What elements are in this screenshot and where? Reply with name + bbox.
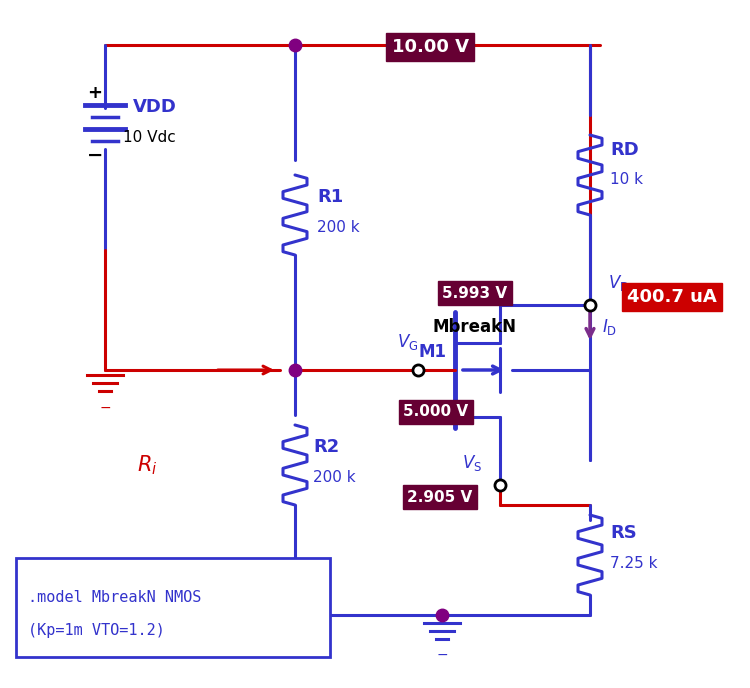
Text: +: + bbox=[88, 84, 103, 102]
Text: 400.7 uA: 400.7 uA bbox=[627, 288, 717, 306]
Text: 200 k: 200 k bbox=[313, 469, 356, 484]
Text: −: − bbox=[436, 648, 448, 662]
Text: 10 Vdc: 10 Vdc bbox=[123, 129, 176, 144]
Text: RD: RD bbox=[610, 141, 639, 159]
Text: 10.00 V: 10.00 V bbox=[392, 38, 469, 56]
Text: $V_{\rm S}$: $V_{\rm S}$ bbox=[462, 453, 482, 473]
Text: (Kp=1m VTO=1.2): (Kp=1m VTO=1.2) bbox=[28, 623, 165, 638]
Text: .model MbreakN NMOS: .model MbreakN NMOS bbox=[28, 590, 201, 605]
Text: R2: R2 bbox=[313, 438, 339, 456]
Text: $V_{\rm D}$: $V_{\rm D}$ bbox=[608, 273, 629, 293]
Text: 2.905 V: 2.905 V bbox=[407, 489, 472, 504]
Text: 200 k: 200 k bbox=[317, 219, 360, 235]
Text: M1: M1 bbox=[419, 343, 447, 361]
Text: MbreakN: MbreakN bbox=[433, 318, 517, 336]
Text: $I_{\rm D}$: $I_{\rm D}$ bbox=[602, 317, 617, 337]
Text: −: − bbox=[87, 145, 104, 164]
Text: VDD: VDD bbox=[133, 98, 177, 116]
Text: RS: RS bbox=[610, 524, 637, 542]
Text: 5.000 V: 5.000 V bbox=[404, 405, 469, 420]
Text: 7.25 k: 7.25 k bbox=[610, 555, 658, 570]
Text: 5.993 V: 5.993 V bbox=[442, 286, 508, 301]
Text: $R_i$: $R_i$ bbox=[136, 453, 158, 477]
Text: R1: R1 bbox=[317, 188, 344, 206]
Text: 10 k: 10 k bbox=[610, 173, 643, 188]
FancyBboxPatch shape bbox=[16, 558, 330, 657]
Text: $V_{\rm G}$: $V_{\rm G}$ bbox=[398, 332, 418, 352]
Text: −: − bbox=[99, 401, 111, 415]
